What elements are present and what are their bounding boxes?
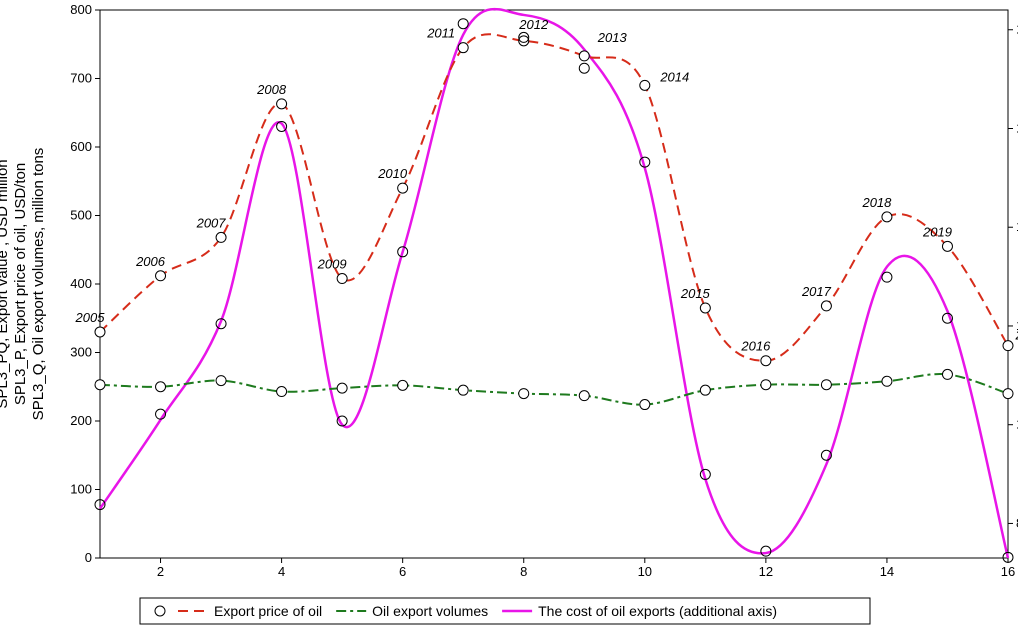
marker-export_volumes: [942, 369, 952, 379]
marker-export_volumes: [579, 391, 589, 401]
marker-export_volumes: [458, 385, 468, 395]
year-label: 2019: [922, 224, 952, 239]
yleft-tick-label: 400: [70, 276, 92, 291]
plot-border: [100, 10, 1008, 558]
marker-export_volumes: [337, 383, 347, 393]
x-tick-label: 12: [759, 564, 773, 579]
yleft-tick-label: 200: [70, 413, 92, 428]
marker-export_volumes: [700, 385, 710, 395]
year-label: 2009: [317, 257, 347, 272]
legend-label: Export price of oil: [214, 603, 322, 619]
year-label: 2006: [135, 254, 166, 269]
series-export_volumes: [100, 374, 1008, 405]
yleft-tick-label: 300: [70, 345, 92, 360]
marker-export_volumes: [519, 389, 529, 399]
marker-export_price: [216, 232, 226, 242]
x-tick-label: 14: [880, 564, 894, 579]
x-tick-label: 10: [638, 564, 652, 579]
year-label: 2016: [740, 339, 771, 354]
marker-export_price: [277, 99, 287, 109]
marker-export_price: [95, 327, 105, 337]
marker-export_price: [458, 43, 468, 53]
marker-extra: [458, 19, 468, 29]
chart-svg: 0100200300400500600700800800001000001200…: [0, 0, 1018, 635]
chart-container: 0100200300400500600700800800001000001200…: [0, 0, 1018, 635]
marker-export_price: [398, 183, 408, 193]
year-label: 2014: [659, 69, 689, 84]
year-label: 2020: [1015, 328, 1018, 343]
marker-extra: [882, 272, 892, 282]
marker-export_volumes: [156, 382, 166, 392]
marker-export_price: [1003, 341, 1013, 351]
yleft-tick-label: 0: [85, 550, 92, 565]
x-tick-label: 2: [157, 564, 164, 579]
marker-export_price: [640, 80, 650, 90]
yleft-axis-label: SPL3_P, Export price of oil, USD/ton: [12, 163, 29, 405]
year-label: 2013: [597, 30, 628, 45]
x-tick-label: 16: [1001, 564, 1015, 579]
x-tick-label: 4: [278, 564, 285, 579]
marker-export_volumes: [882, 376, 892, 386]
year-label: 2010: [377, 166, 408, 181]
year-label: 2007: [196, 215, 227, 230]
legend-label: The cost of oil exports (additional axis…: [538, 603, 777, 619]
year-label: 2011: [426, 26, 455, 41]
marker-export_price: [821, 301, 831, 311]
yleft-axis-label: SPL3_PQ, Export value , USD million: [0, 159, 11, 408]
yleft-tick-label: 500: [70, 208, 92, 223]
marker-export_price: [579, 51, 589, 61]
year-label: 2012: [518, 17, 549, 32]
yleft-tick-label: 600: [70, 139, 92, 154]
marker-export_price: [942, 241, 952, 251]
marker-export_volumes: [640, 400, 650, 410]
yleft-axis-label: SPL3_Q, Oil export volumes, million tons: [30, 148, 47, 421]
marker-export_volumes: [1003, 389, 1013, 399]
year-label: 2005: [75, 310, 106, 325]
yleft-axis-label-group: SPL3_PQ, Export value , USD millionSPL3_…: [0, 148, 47, 421]
marker-export_volumes: [216, 376, 226, 386]
marker-export_volumes: [277, 387, 287, 397]
marker-extra: [579, 63, 589, 73]
yleft-tick-label: 800: [70, 2, 92, 17]
marker-export_price: [700, 303, 710, 313]
marker-export_volumes: [821, 380, 831, 390]
marker-export_volumes: [95, 380, 105, 390]
yleft-tick-label: 100: [70, 482, 92, 497]
year-label: 2017: [801, 284, 832, 299]
marker-export_price: [761, 356, 771, 366]
year-label: 2018: [861, 195, 892, 210]
marker-export_price: [882, 212, 892, 222]
marker-export_volumes: [761, 380, 771, 390]
x-tick-label: 6: [399, 564, 406, 579]
marker-export_volumes: [398, 380, 408, 390]
year-label: 2015: [680, 286, 711, 301]
marker-export_price: [156, 271, 166, 281]
x-tick-label: 8: [520, 564, 527, 579]
series-export_cost: [100, 9, 1008, 558]
legend-label: Oil export volumes: [372, 603, 488, 619]
marker-export_price: [337, 274, 347, 284]
year-label: 2008: [256, 82, 287, 97]
yleft-tick-label: 700: [70, 71, 92, 86]
